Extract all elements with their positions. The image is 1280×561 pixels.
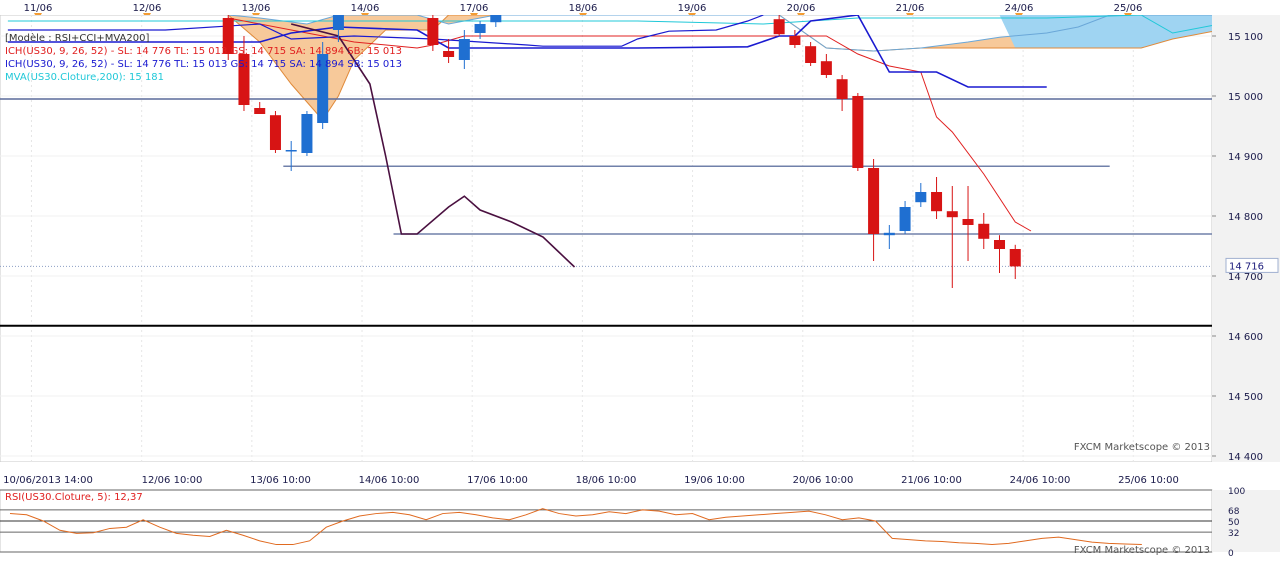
rsi-title: RSI(US30.Cloture, 5): 12,37: [5, 492, 143, 503]
time-label: 19/06 10:00: [684, 475, 745, 486]
candle-bearish[interactable]: [946, 211, 958, 218]
candle-bearish[interactable]: [773, 19, 785, 35]
legend-entry: ICH(US30, 9, 26, 52) - SL: 14 776 TL: 15…: [5, 46, 402, 57]
chikou-span-line: [290, 23, 576, 268]
candle-bullish[interactable]: [915, 192, 927, 203]
kumo-cloud-orange: [228, 15, 496, 120]
top-date-axis: 11/06 12/06 13/06 14/06 17/06 18/06 19/06 20/06…: [0, 0, 1280, 20]
candle-bearish[interactable]: [1009, 249, 1021, 267]
candle-bearish[interactable]: [820, 61, 832, 75]
candle-bearish[interactable]: [789, 36, 801, 45]
price-tick-label: 14 600: [1228, 332, 1263, 343]
candle-bearish[interactable]: [993, 240, 1006, 249]
candle-bearish[interactable]: [852, 96, 864, 168]
top-date-label: 24/06: [1005, 3, 1034, 14]
mva200-line: [7, 15, 1212, 34]
price-tick-label: 14 400: [1228, 452, 1263, 463]
time-label: 12/06 10:00: [142, 475, 203, 486]
candle-bullish[interactable]: [332, 15, 344, 30]
main-plot-area[interactable]: FXCM Marketscope © 2013: [0, 15, 1220, 462]
kijun-red-line: [228, 17, 1032, 232]
time-axis-bg: [0, 463, 1280, 489]
time-label: 20/06 10:00: [793, 475, 854, 486]
top-date-label: 11/06: [24, 3, 53, 14]
time-label: 10/06/2013 14:00: [3, 475, 93, 486]
candle-bearish[interactable]: [238, 54, 250, 105]
top-axis-bg: [0, 0, 1280, 15]
candle-bearish[interactable]: [805, 46, 817, 63]
indicator-legend: [Modèle : RSI+CCI+MVA200] ICH(US30, 9, 26…: [5, 32, 402, 83]
price-axis: 14 400 14 500 14 600 14 700 14 800 14 900 15 0…: [1212, 15, 1280, 463]
time-label: 25/06 10:00: [1118, 475, 1179, 486]
candle-bullish[interactable]: [883, 232, 895, 236]
top-date-label: 19/06: [678, 3, 707, 14]
candle-bearish[interactable]: [254, 108, 266, 114]
candle-bullish[interactable]: [490, 15, 502, 23]
top-date-label: 20/06: [787, 3, 816, 14]
top-date-label: 13/06: [242, 3, 271, 14]
top-date-label: 18/06: [569, 3, 598, 14]
candle-bearish[interactable]: [931, 192, 943, 212]
time-label: 18/06 10:00: [576, 475, 637, 486]
candle-bearish[interactable]: [269, 115, 281, 150]
time-label: 24/06 10:00: [1010, 475, 1071, 486]
time-label: 14/06 10:00: [359, 475, 420, 486]
top-date-label: 25/06: [1114, 3, 1143, 14]
candle-bearish[interactable]: [222, 18, 234, 54]
candle-bullish[interactable]: [899, 207, 911, 231]
current-price-label: 14 716: [1229, 261, 1264, 272]
kumo-cloud-orange: [779, 15, 1047, 51]
rsi-line: [9, 508, 1142, 546]
rsi-tick-label: 68: [1228, 507, 1240, 517]
top-date-label: 21/06: [896, 3, 925, 14]
legend-entry: ICH(US30, 9, 26, 52) - SL: 14 776 TL: 15…: [5, 59, 402, 70]
rsi-tick-label: 50: [1228, 518, 1240, 528]
time-axis: 10/06/2013 14:00 12/06 10:00 13/06 10:00 14…: [0, 463, 1280, 489]
candle-bearish[interactable]: [868, 168, 880, 234]
rsi-tick-label: 0: [1228, 549, 1234, 557]
candle-bullish[interactable]: [317, 54, 329, 123]
candle-bearish[interactable]: [427, 18, 439, 45]
time-label: 17/06 10:00: [467, 475, 528, 486]
rsi-axis-bg: [1212, 490, 1280, 552]
kumo-cloud-blue: [999, 15, 1212, 48]
candle-bullish[interactable]: [458, 39, 470, 60]
legend-entry: MVA(US30.Cloture,200): 15 181: [5, 72, 164, 83]
kijun-sen-line: [7, 15, 1047, 88]
candle-bullish[interactable]: [301, 114, 313, 153]
rsi-tick-label: 100: [1228, 487, 1245, 497]
price-tick-label: 14 700: [1228, 272, 1263, 283]
current-price-box: [1225, 257, 1279, 273]
price-tick-label: 15 000: [1228, 92, 1263, 103]
time-label: 13/06 10:00: [250, 475, 311, 486]
candle-bearish[interactable]: [836, 79, 848, 99]
time-label: 21/06 10:00: [901, 475, 962, 486]
plot-frame: [0, 15, 1212, 462]
top-date-label: 14/06: [351, 3, 380, 14]
candle-bearish[interactable]: [962, 219, 974, 225]
price-tick-label: 14 800: [1228, 212, 1263, 223]
legend-entry: [Modèle : RSI+CCI+MVA200]: [5, 32, 149, 44]
top-date-label: 12/06: [133, 3, 162, 14]
candle-bullish[interactable]: [285, 150, 297, 152]
price-tick-label: 14 500: [1228, 392, 1263, 403]
price-tick-label: 15 100: [1228, 32, 1263, 43]
candle-bullish[interactable]: [474, 24, 486, 33]
candle-bearish[interactable]: [978, 223, 990, 239]
watermark-rsi: FXCM Marketscope © 2013: [1074, 545, 1210, 556]
tenkan-sen-line: [7, 15, 764, 47]
price-tick-label: 14 900: [1228, 152, 1263, 163]
price-axis-bg: [1212, 15, 1280, 462]
watermark-main: FXCM Marketscope © 2013: [1074, 442, 1210, 453]
candle-bearish[interactable]: [443, 51, 455, 57]
top-date-label: 17/06: [460, 3, 489, 14]
rsi-tick-label: 32: [1228, 529, 1239, 539]
